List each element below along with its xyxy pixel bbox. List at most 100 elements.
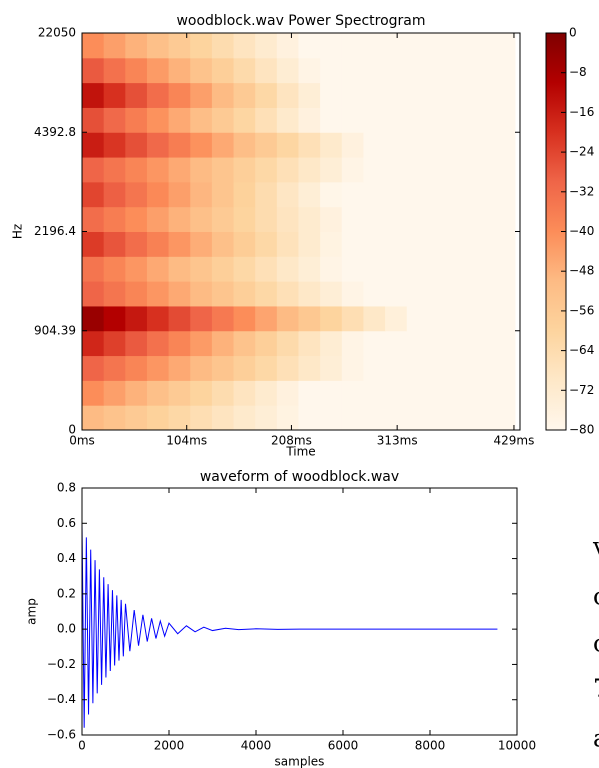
heat-cell: [125, 206, 148, 232]
heat-cell: [146, 157, 170, 183]
heat-cell: [341, 82, 364, 108]
heat-cell: [255, 256, 278, 282]
heat-cell: [406, 256, 429, 282]
heat-cell: [363, 181, 386, 208]
heat-cell: [428, 380, 451, 406]
heat-cell: [450, 157, 473, 183]
heat-cell: [233, 132, 256, 158]
heat-cell: [103, 281, 126, 307]
heat-cell: [471, 107, 494, 133]
heat-cell: [428, 107, 451, 133]
heat-cell: [276, 355, 299, 381]
heat-cell: [320, 181, 343, 208]
heat-cell: [255, 206, 278, 232]
heat-cell: [276, 33, 299, 59]
y-tick-label: 22050: [38, 26, 76, 40]
heat-cell: [190, 206, 213, 232]
heat-cell: [211, 330, 235, 357]
heat-cell: [82, 330, 105, 357]
heat-cell: [471, 380, 494, 406]
heat-cell: [255, 157, 278, 183]
heat-cell: [298, 132, 321, 158]
heat-cell: [320, 33, 343, 59]
heat-cell: [385, 405, 408, 431]
heat-cell: [406, 380, 429, 406]
heat-cell: [255, 57, 278, 84]
heat-cell: [82, 33, 105, 59]
heat-cell: [233, 107, 256, 133]
heat-cell: [493, 107, 516, 133]
heat-cell: [320, 405, 343, 431]
heat-cell: [168, 355, 191, 381]
heat-cell: [146, 82, 170, 108]
heat-cell: [211, 405, 235, 431]
heat-cell: [255, 231, 278, 257]
heat-cell: [103, 231, 126, 257]
heat-cell: [450, 281, 473, 307]
heat-cell: [320, 231, 343, 257]
x-tick-label: 313ms: [377, 434, 418, 448]
heat-cell: [233, 206, 256, 232]
heat-cell: [298, 355, 321, 381]
heat-cell: [103, 157, 126, 183]
heat-cell: [190, 256, 213, 282]
heat-cell: [125, 305, 148, 332]
heat-cell: [146, 281, 170, 307]
colorbar-tick-label: −24: [569, 145, 594, 159]
heat-cell: [471, 330, 494, 357]
heat-cell: [493, 181, 516, 208]
heat-cell: [385, 231, 408, 257]
heat-cell: [146, 380, 170, 406]
heat-cell: [428, 33, 451, 59]
heat-cell: [276, 107, 299, 133]
heat-cell: [276, 157, 299, 183]
heat-cell: [341, 231, 364, 257]
heat-cell: [82, 132, 105, 158]
heat-cell: [385, 57, 408, 84]
heat-cell: [320, 330, 343, 357]
heat-cell: [450, 305, 473, 332]
heat-cell: [363, 330, 386, 357]
heat-cell: [471, 157, 494, 183]
heat-cell: [471, 132, 494, 158]
heat-cell: [363, 107, 386, 133]
heat-cell: [363, 355, 386, 381]
heat-cell: [406, 405, 429, 431]
heat-cell: [471, 405, 494, 431]
heat-cell: [125, 132, 148, 158]
heat-cell: [82, 380, 105, 406]
heat-cell: [82, 157, 105, 183]
heat-cell: [146, 206, 170, 232]
heat-cell: [211, 33, 235, 59]
heat-cell: [493, 206, 516, 232]
heat-cell: [190, 181, 213, 208]
heat-cell: [82, 181, 105, 208]
colorbar-tick-label: −32: [569, 184, 594, 198]
heat-cell: [493, 157, 516, 183]
x-tick-label: 208ms: [271, 434, 312, 448]
heat-cell: [320, 82, 343, 108]
heat-cell: [493, 330, 516, 357]
y-axis-label: Hz: [11, 224, 25, 239]
heat-cell: [406, 107, 429, 133]
x-tick-label: 0: [78, 739, 86, 753]
heat-cell: [211, 181, 235, 208]
heat-cell: [298, 181, 321, 208]
plot-frame: [81, 487, 518, 736]
heat-cell: [125, 82, 148, 108]
heat-cell: [471, 281, 494, 307]
heat-cell: [428, 82, 451, 108]
heat-cell: [103, 380, 126, 406]
heat-cell: [125, 405, 148, 431]
heat-cell: [255, 82, 278, 108]
colorbar-tick-label: −40: [569, 224, 594, 238]
heat-cell: [406, 157, 429, 183]
heat-cell: [385, 330, 408, 357]
heat-cell: [125, 231, 148, 257]
heat-cell: [103, 132, 126, 158]
heat-cell: [103, 107, 126, 133]
heat-cell: [428, 231, 451, 257]
heat-cell: [428, 256, 451, 282]
heat-cell: [385, 256, 408, 282]
heat-cell: [363, 33, 386, 59]
